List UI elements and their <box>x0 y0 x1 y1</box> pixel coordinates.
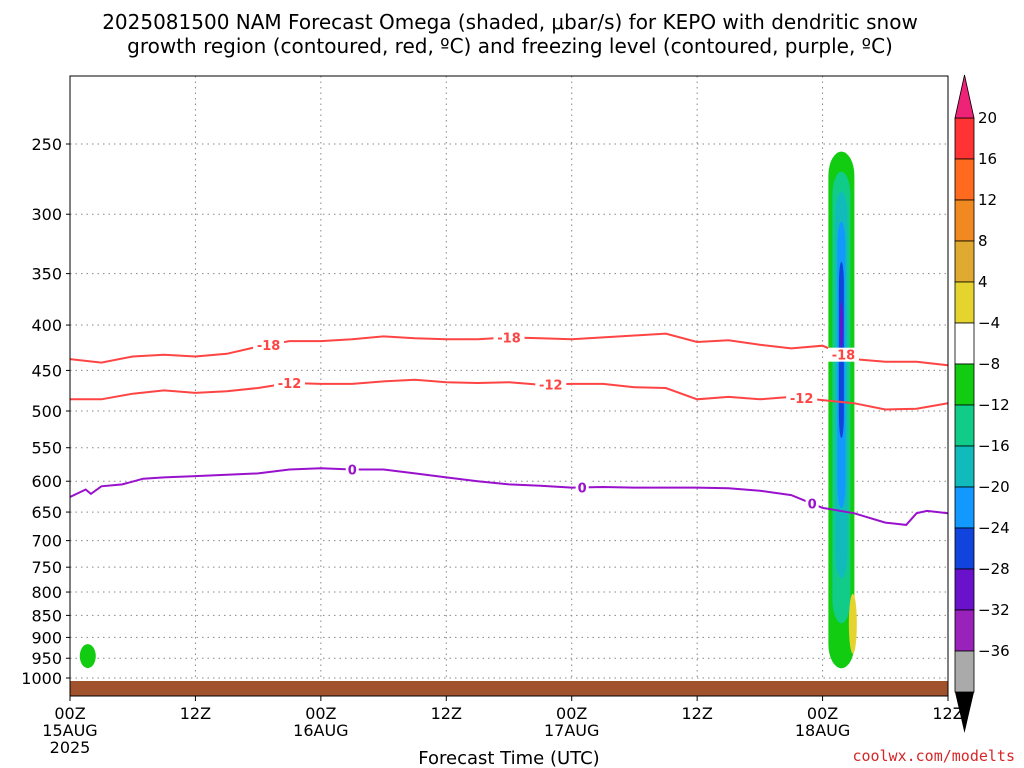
x-tick-label: 12Z <box>180 704 211 723</box>
contour-label-bg <box>786 390 818 405</box>
x-tick-label: 12Z <box>681 704 712 723</box>
x-tick-label: 12Z <box>431 704 462 723</box>
contour-label: 0 <box>578 481 587 496</box>
omega-shading <box>79 151 857 669</box>
colorbar-label: −24 <box>978 519 1010 537</box>
colorbar-swatch <box>954 609 975 652</box>
y-tick-label: 400 <box>31 316 62 335</box>
y-tick-label: 300 <box>31 205 62 224</box>
colorbar-label: 4 <box>978 273 988 291</box>
x-tick-label: 17AUG <box>544 721 599 740</box>
contour-label: -18 <box>257 339 281 354</box>
y-tick-label: 950 <box>31 649 62 668</box>
contour-label-bg <box>827 347 859 362</box>
omega-blob-yellow <box>848 593 857 654</box>
omega-blob-small <box>79 644 96 669</box>
colorbar-swatch <box>954 568 975 611</box>
contour-label-bg <box>253 337 285 352</box>
x-tick-label: 00Z <box>305 704 336 723</box>
colorbar-label: 20 <box>978 109 997 127</box>
colorbar-label: −32 <box>978 601 1010 619</box>
colorbar-label: 12 <box>978 191 997 209</box>
colorbar-label: −28 <box>978 560 1010 578</box>
colorbar-swatch <box>954 445 975 488</box>
y-tick-label: 350 <box>31 265 62 284</box>
contour-label: -12 <box>539 378 563 393</box>
y-tick-label: 800 <box>31 583 62 602</box>
colorbar-label: −8 <box>978 355 1000 373</box>
x-tick-label: 00Z <box>807 704 838 723</box>
contour-lines: -18 -18 -18 -12 -12 -12 0 0 0 <box>70 330 948 526</box>
x-tick-label: 16AUG <box>293 721 348 740</box>
colorbar-swatch <box>954 404 975 447</box>
credit-text: coolwx.com/modelts <box>852 747 1015 765</box>
chart-title-line1: 2025081500 NAM Forecast Omega (shaded, μ… <box>102 10 918 34</box>
terrain-surface <box>70 681 948 696</box>
colorbar-label: 16 <box>978 150 997 168</box>
y-tick-label: 550 <box>31 439 62 458</box>
omega-layer-5 <box>839 301 843 349</box>
y-tick-label: 600 <box>31 472 62 491</box>
colorbar-top-arrow <box>954 74 975 119</box>
contour-line-2 <box>70 467 948 526</box>
grid-lines <box>70 76 948 696</box>
contour-label: 0 <box>348 463 357 478</box>
x-tick-label: 18AUG <box>795 721 850 740</box>
colorbar: 20 16 12 8 4 −4 −8 −12 −16 −20 −24 −28 −32 −36 <box>954 74 1010 733</box>
y-tick-label: 650 <box>31 503 62 522</box>
contour-label-bg <box>493 330 525 345</box>
y-tick-label: 750 <box>31 558 62 577</box>
colorbar-label: −4 <box>978 314 1000 332</box>
x-tick-label: 00Z <box>54 704 85 723</box>
colorbar-swatch <box>954 527 975 570</box>
x-tick-label: 00Z <box>556 704 587 723</box>
plot-frame <box>69 75 949 697</box>
colorbar-swatch <box>954 281 975 324</box>
y-tick-label: 850 <box>31 606 62 625</box>
colorbar-swatch <box>954 486 975 529</box>
y-axis: 250 300 350 400 450 500 550 600 650 700 750 800 850 9… <box>21 135 70 688</box>
colorbar-swatch <box>954 117 975 160</box>
contour-label: -12 <box>278 377 302 392</box>
colorbar-label: −36 <box>978 642 1010 660</box>
colorbar-label: −16 <box>978 437 1010 455</box>
y-tick-label: 250 <box>31 135 62 154</box>
contour-label-bg <box>575 480 589 495</box>
x-axis-title: Forecast Time (UTC) <box>418 748 599 768</box>
colorbar-label: 8 <box>978 232 988 250</box>
contour-label-bg <box>345 462 359 477</box>
colorbar-label: −20 <box>978 478 1010 496</box>
colorbar-swatch <box>954 363 975 406</box>
chart-title-line2: growth region (contoured, red, ºC) and f… <box>127 34 893 58</box>
y-tick-label: 450 <box>31 361 62 380</box>
colorbar-bottom-arrow <box>955 692 974 733</box>
y-tick-label: 700 <box>31 532 62 551</box>
x-tick-label: 15AUG <box>42 721 97 740</box>
contour-label: -18 <box>497 331 521 346</box>
colorbar-swatch <box>954 322 975 365</box>
colorbar-swatch <box>954 650 975 693</box>
x-tick-label: 2025 <box>50 738 91 757</box>
colorbar-swatch <box>954 158 975 201</box>
y-tick-label: 500 <box>31 402 62 421</box>
contour-label-bg <box>274 376 305 391</box>
contour-label-bg <box>805 496 819 511</box>
colorbar-swatch <box>954 199 975 242</box>
y-tick-label: 900 <box>31 628 62 647</box>
y-tick-label: 1000 <box>21 669 62 688</box>
colorbar-swatch <box>954 240 975 283</box>
colorbar-label: −12 <box>978 396 1010 414</box>
contour-label: -18 <box>832 349 856 364</box>
contour-label: 0 <box>808 498 817 513</box>
x-tick-label: 12Z <box>932 704 963 723</box>
contour-label-bg <box>535 377 567 392</box>
contour-label: -12 <box>790 392 814 407</box>
